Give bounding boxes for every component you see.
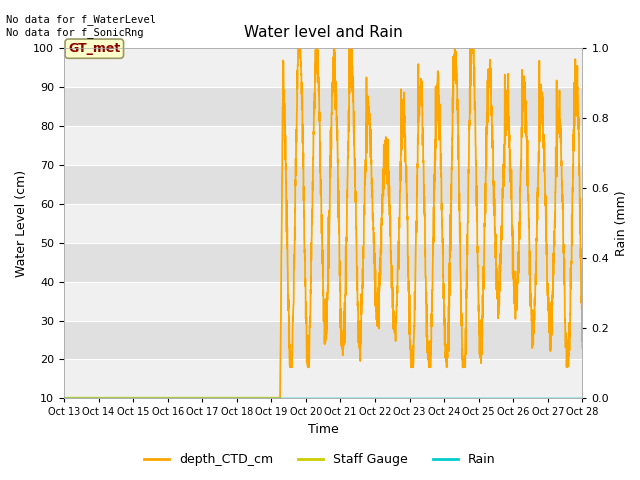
Staff Gauge <box>579 345 586 350</box>
Bar <box>64 321 582 360</box>
Y-axis label: Rain (mm): Rain (mm) <box>615 191 628 256</box>
Bar <box>64 165 582 204</box>
depth_CTD_cm <box>205 396 212 401</box>
Staff Gauge <box>383 146 390 152</box>
Bar <box>64 48 582 87</box>
Rain <box>579 396 586 401</box>
Legend: depth_CTD_cm, Staff Gauge, Rain: depth_CTD_cm, Staff Gauge, Rain <box>140 448 500 471</box>
Rain <box>205 396 212 401</box>
Text: GT_met: GT_met <box>68 42 120 55</box>
Rain <box>172 396 179 401</box>
Staff Gauge <box>294 46 302 52</box>
depth_CTD_cm <box>579 321 586 326</box>
depth_CTD_cm <box>294 45 302 51</box>
Bar <box>64 87 582 126</box>
Y-axis label: Water Level (cm): Water Level (cm) <box>15 169 28 277</box>
Staff Gauge <box>172 395 179 400</box>
Rain <box>60 396 68 401</box>
Bar <box>64 243 582 282</box>
Bar <box>64 126 582 165</box>
Staff Gauge <box>60 395 68 400</box>
Rain <box>383 396 390 401</box>
Bar <box>64 204 582 243</box>
depth_CTD_cm <box>579 345 586 351</box>
depth_CTD_cm <box>383 145 390 151</box>
Title: Water level and Rain: Water level and Rain <box>244 25 403 40</box>
Bar <box>64 282 582 321</box>
Staff Gauge <box>579 320 586 326</box>
Rain <box>529 396 537 401</box>
depth_CTD_cm <box>529 342 537 348</box>
X-axis label: Time: Time <box>308 423 339 436</box>
Line: depth_CTD_cm: depth_CTD_cm <box>64 48 582 398</box>
Staff Gauge <box>205 395 212 400</box>
Staff Gauge <box>374 313 381 319</box>
Rain <box>374 396 381 401</box>
Staff Gauge <box>529 341 537 347</box>
depth_CTD_cm <box>172 396 179 401</box>
Text: No data for f_WaterLevel
No data for f_SonicRng: No data for f_WaterLevel No data for f_S… <box>6 14 156 38</box>
Line: Staff Gauge: Staff Gauge <box>64 49 582 397</box>
Rain <box>578 396 586 401</box>
depth_CTD_cm <box>374 314 381 320</box>
depth_CTD_cm <box>60 396 68 401</box>
Bar <box>64 360 582 398</box>
